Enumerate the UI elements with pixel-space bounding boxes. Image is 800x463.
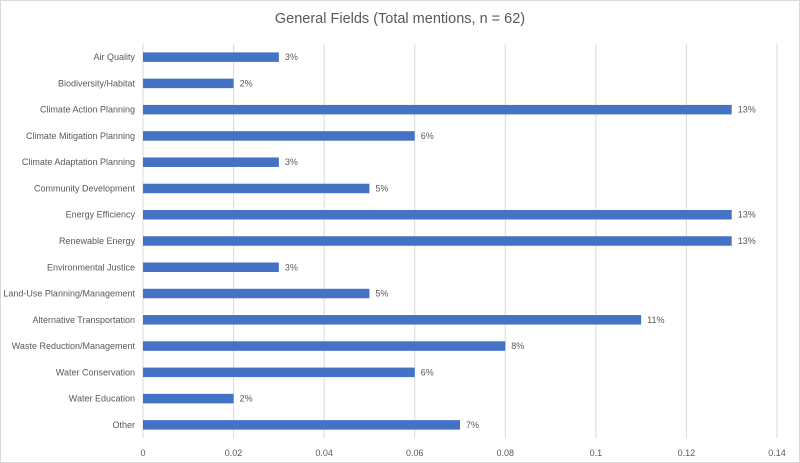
bar bbox=[143, 262, 279, 273]
bar bbox=[143, 315, 642, 325]
data-label: 13% bbox=[738, 105, 756, 115]
data-label: 2% bbox=[240, 78, 253, 88]
data-label: 2% bbox=[240, 394, 253, 404]
x-tick-label: 0 bbox=[140, 448, 145, 458]
x-tick-label: 0.04 bbox=[315, 448, 333, 458]
category-label: Renewable Energy bbox=[59, 236, 136, 246]
data-label: 5% bbox=[375, 289, 388, 299]
bar bbox=[143, 367, 415, 378]
category-label: Environmental Justice bbox=[47, 262, 135, 272]
category-label: Air Quality bbox=[93, 52, 135, 62]
bar bbox=[143, 341, 506, 351]
category-label: Water Education bbox=[69, 394, 135, 404]
bar bbox=[143, 183, 370, 194]
chart-title: General Fields (Total mentions, n = 62) bbox=[274, 11, 526, 27]
data-label: 5% bbox=[375, 183, 388, 193]
data-label: 8% bbox=[511, 341, 524, 351]
x-tick-label: 0.12 bbox=[678, 448, 696, 458]
category-label: Land-Use Planning/Management bbox=[3, 289, 135, 299]
bar bbox=[143, 157, 279, 167]
category-label: Climate Action Planning bbox=[40, 105, 135, 115]
data-label: 13% bbox=[738, 210, 756, 220]
category-label: Climate Mitigation Planning bbox=[26, 131, 135, 141]
category-label: Water Conservation bbox=[56, 367, 135, 377]
bar bbox=[143, 209, 732, 220]
x-tick-label: 0.06 bbox=[406, 448, 424, 458]
data-label: 11% bbox=[647, 315, 664, 325]
category-label: Alternative Transportation bbox=[32, 315, 135, 325]
bar bbox=[143, 131, 415, 141]
bar bbox=[143, 52, 279, 62]
data-label: 3% bbox=[285, 157, 298, 167]
category-label: Energy Efficiency bbox=[66, 210, 136, 220]
x-tick-label: 0.08 bbox=[497, 448, 515, 458]
data-label: 6% bbox=[421, 131, 434, 141]
data-label: 7% bbox=[466, 420, 479, 430]
category-label: Waste Reduction/Management bbox=[12, 341, 136, 351]
bar bbox=[143, 78, 234, 89]
data-label: 3% bbox=[285, 262, 298, 272]
category-label: Climate Adaptation Planning bbox=[22, 157, 135, 167]
bar bbox=[143, 236, 732, 246]
x-tick-label: 0.02 bbox=[225, 448, 243, 458]
data-label: 6% bbox=[421, 367, 434, 377]
category-label: Other bbox=[112, 420, 135, 430]
category-label: Community Development bbox=[34, 183, 136, 193]
bar bbox=[143, 393, 234, 404]
data-label: 3% bbox=[285, 52, 298, 62]
bar bbox=[143, 288, 370, 299]
x-tick-label: 0.14 bbox=[768, 448, 786, 458]
category-label: Biodiversity/Habitat bbox=[58, 78, 136, 88]
bar bbox=[143, 420, 460, 430]
x-tick-label: 0.1 bbox=[590, 448, 603, 458]
bar bbox=[143, 104, 732, 115]
data-label: 13% bbox=[738, 236, 756, 246]
